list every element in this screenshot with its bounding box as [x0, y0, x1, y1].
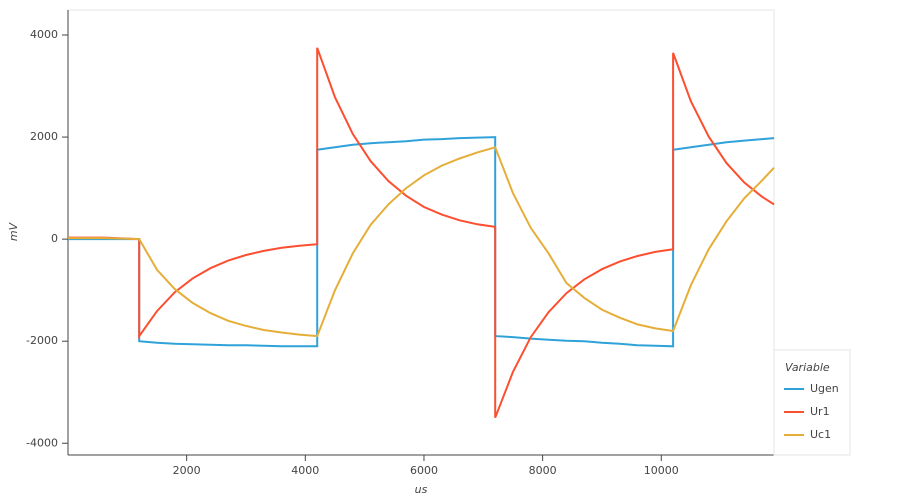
y-tick-label: 0 — [51, 232, 58, 245]
series-line — [68, 47, 775, 419]
legend-label: Ur1 — [810, 405, 830, 418]
y-tick-label: -2000 — [26, 334, 58, 347]
y-tick-label: 4000 — [30, 28, 58, 41]
series-line — [68, 146, 775, 338]
x-tick-label: 4000 — [291, 464, 319, 477]
y-tick-label: -4000 — [26, 436, 58, 449]
legend-title: Variable — [785, 361, 830, 374]
legend-box — [773, 349, 851, 456]
x-tick-label: 10000 — [644, 464, 679, 477]
x-axis-label: us — [415, 483, 428, 496]
legend-label: Uc1 — [810, 428, 831, 441]
y-axis-label: mV — [7, 221, 20, 241]
plot-frame — [67, 9, 775, 456]
x-tick-label: 6000 — [410, 464, 438, 477]
x-tick-label: 2000 — [173, 464, 201, 477]
series-line — [68, 136, 775, 348]
y-tick-label: 2000 — [30, 130, 58, 143]
legend-label: Ugen — [810, 382, 839, 395]
x-tick-label: 8000 — [529, 464, 557, 477]
